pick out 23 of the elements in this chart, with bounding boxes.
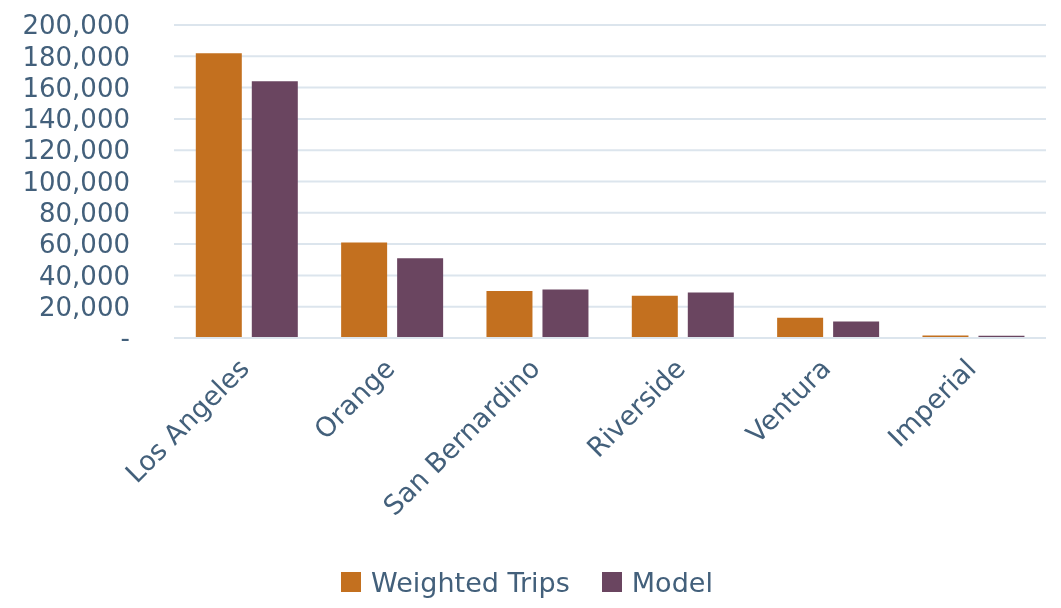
y-tick-label: 40,000 xyxy=(39,260,130,291)
y-tick-label: 80,000 xyxy=(39,198,130,229)
bar xyxy=(542,289,589,338)
y-tick-label: 180,000 xyxy=(22,41,130,72)
legend-label: Weighted Trips xyxy=(371,566,570,598)
y-tick-label: - xyxy=(120,323,130,354)
y-tick-label: 140,000 xyxy=(22,104,130,135)
bar xyxy=(833,321,880,338)
y-tick-label: 20,000 xyxy=(39,291,130,322)
bar xyxy=(341,242,388,338)
bar xyxy=(195,53,242,338)
y-tick-label: 120,000 xyxy=(22,135,130,166)
bar xyxy=(631,295,678,338)
y-tick-label: 200,000 xyxy=(22,10,130,41)
bar xyxy=(486,291,533,338)
y-tick-label: 60,000 xyxy=(39,229,130,260)
bar xyxy=(687,292,734,338)
y-tick-label: 160,000 xyxy=(22,72,130,103)
bar xyxy=(251,81,298,338)
bar xyxy=(777,317,824,338)
y-tick-label: 100,000 xyxy=(22,166,130,197)
bar xyxy=(397,258,444,338)
legend-label: Model xyxy=(631,566,713,598)
